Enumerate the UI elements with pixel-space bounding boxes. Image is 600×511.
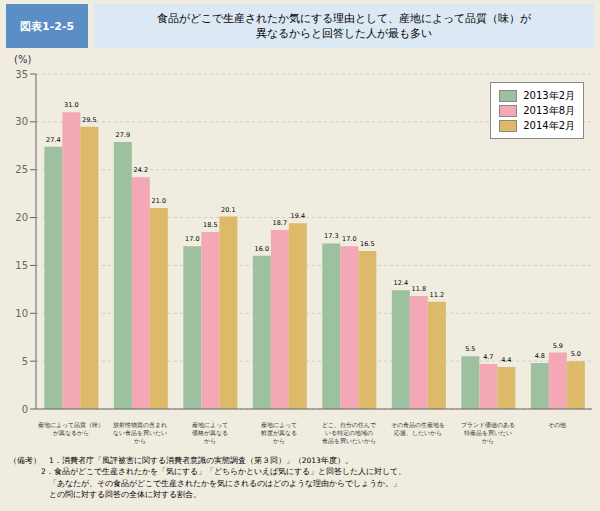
html-text:2014年2月: 2014年2月 — [523, 120, 575, 131]
svg-text:5.0: 5.0 — [571, 350, 581, 358]
svg-text:19.4: 19.4 — [291, 212, 305, 220]
svg-text:20.1: 20.1 — [221, 206, 235, 214]
html-text:2．食品がどこで生産されたかを「気にする」「どちらかといえば: 2．食品がどこで生産されたかを「気にする」「どちらかといえば気にする」と回答した… — [9, 467, 406, 477]
svg-text:24.2: 24.2 — [134, 166, 148, 174]
svg-text:産地によって鮮度が異なるから: 産地によって鮮度が異なるから — [261, 421, 297, 444]
svg-text:その他: その他 — [548, 421, 566, 429]
svg-text:16.5: 16.5 — [360, 240, 374, 248]
svg-text:16.0: 16.0 — [255, 245, 269, 253]
svg-text:20: 20 — [15, 212, 28, 223]
svg-text:29.5: 29.5 — [82, 116, 96, 124]
svg-text:18.7: 18.7 — [273, 219, 287, 227]
svg-text:その食品の生産地を応援、したいから: その食品の生産地を応援、したいから — [391, 421, 445, 436]
svg-text:ブランド価値のある特産品を買いたいから: ブランド価値のある特産品を買いたいから — [461, 421, 515, 444]
svg-text:17.0: 17.0 — [342, 235, 356, 243]
svg-text:15: 15 — [15, 260, 28, 271]
svg-text:25: 25 — [15, 164, 28, 175]
html-text:2013年8月: 2013年8月 — [523, 105, 575, 116]
svg-text:27.4: 27.4 — [46, 136, 60, 144]
svg-text:17.0: 17.0 — [185, 235, 199, 243]
svg-text:産地によって価格が異なるから: 産地によって価格が異なるから — [192, 421, 228, 444]
svg-text:11.8: 11.8 — [412, 285, 426, 293]
svg-text:どこ、自分の住んでいる特定の地域の食品を買いたいから: どこ、自分の住んでいる特定の地域の食品を買いたいから — [322, 421, 377, 444]
svg-text:21.0: 21.0 — [152, 197, 166, 205]
svg-text:12.4: 12.4 — [394, 279, 408, 287]
svg-text:18.5: 18.5 — [203, 221, 217, 229]
svg-text:10: 10 — [15, 308, 28, 319]
svg-text:5.9: 5.9 — [553, 342, 563, 350]
svg-text:30: 30 — [15, 116, 28, 127]
svg-text:産地によって品質（味）が異なるから: 産地によって品質（味）が異なるから — [38, 421, 104, 437]
svg-text:11.2: 11.2 — [430, 291, 444, 299]
html-text:との問に対する回答の全体に対する割合。: との問に対する回答の全体に対する割合。 — [9, 489, 201, 499]
svg-text:4.7: 4.7 — [483, 353, 493, 361]
svg-text:5.5: 5.5 — [465, 345, 475, 353]
html-text:食品がどこで生産されたか気にする理由として、産地によって品質: 食品がどこで生産されたか気にする理由として、産地によって品質（味）が — [157, 11, 532, 24]
svg-text:0: 0 — [22, 404, 28, 415]
svg-text:27.9: 27.9 — [116, 131, 130, 139]
html-text:異なるからと回答した人が最も多い: 異なるからと回答した人が最も多い — [256, 27, 433, 39]
html-text:2013年2月: 2013年2月 — [523, 90, 575, 101]
html-text:（備考） 1．消費者庁「風評被害に関する消費者意識の実態調査: （備考） 1．消費者庁「風評被害に関する消費者意識の実態調査（第３回）」（201… — [9, 456, 353, 465]
svg-text:17.3: 17.3 — [324, 232, 338, 240]
svg-text:5: 5 — [22, 356, 28, 367]
svg-text:4.8: 4.8 — [535, 352, 545, 360]
svg-text:35: 35 — [15, 69, 28, 80]
html-text:図表1-2-5: 図表1-2-5 — [20, 19, 75, 33]
svg-text:放射性物質の含まれない食品を買いたいから: 放射性物質の含まれない食品を買いたいから — [113, 421, 167, 444]
html-text:「あなたが、その食品がどこで生産されたかを気にされるのはどの: 「あなたが、その食品がどこで生産されたかを気にされるのはどのような理由からでしょ… — [9, 478, 401, 488]
svg-text:4.4: 4.4 — [501, 356, 511, 364]
svg-text:31.0: 31.0 — [64, 101, 78, 109]
